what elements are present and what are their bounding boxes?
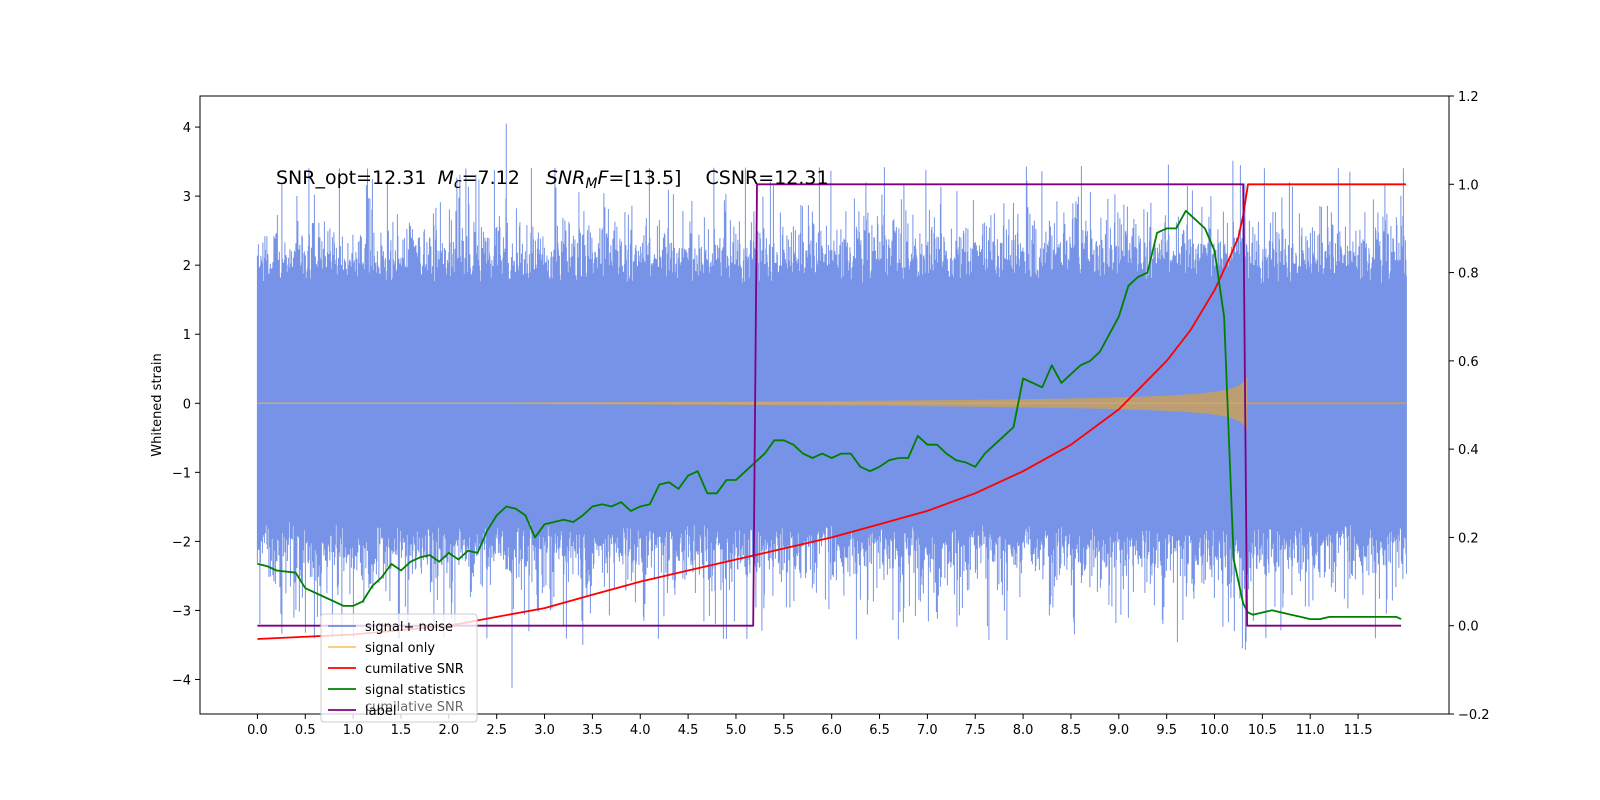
x-axis: 0.0 0.5 1.0 1.5 2.0 2.5 3.0 3.5 4.0 4.5 5.0 5.5 6.0 6… <box>247 714 1373 738</box>
annotation-snr-value: =[13.5] <box>608 167 681 189</box>
x-tick-label: 1.0 <box>343 723 364 738</box>
annotation-snr-opt: SNR_opt=12.31 <box>276 167 426 189</box>
legend-label: cumilative SNR <box>365 662 464 677</box>
annotation-mc-sub: c <box>454 176 462 192</box>
y2-tick-label: 0.6 <box>1458 355 1479 370</box>
annotation-mc-value: =7.12 <box>462 167 520 189</box>
series-line-3 <box>257 209 1402 620</box>
x-tick-label: 7.5 <box>965 723 986 738</box>
legend-label: signal statistics <box>365 683 466 698</box>
x-tick-label: 0.0 <box>247 723 268 738</box>
x-tick-label: 9.0 <box>1108 723 1129 738</box>
annotation-text: SNR_opt=12.31 Mc=7.12 SNRMF=[13.5] CSNR=… <box>276 167 829 192</box>
y-tick-label: −3 <box>172 604 191 619</box>
annotation-snr-symbol: SNR <box>546 167 585 189</box>
y-tick-label: 0 <box>183 397 191 412</box>
y2-tick-label: 0.4 <box>1458 443 1479 458</box>
y2-tick-label: −0.2 <box>1458 708 1490 723</box>
x-tick-label: 1.5 <box>391 723 412 738</box>
y-tick-label: 3 <box>183 190 191 205</box>
y2-tick-label: 0.0 <box>1458 620 1479 635</box>
x-tick-label: 2.5 <box>486 723 507 738</box>
legend-ghost-text: cumilative SNR <box>365 700 464 715</box>
x-tick-label: 6.5 <box>869 723 890 738</box>
x-tick-label: 3.0 <box>534 723 555 738</box>
legend-label: label <box>365 704 396 719</box>
x-tick-label: 11.5 <box>1344 723 1373 738</box>
annotation-snr-f: F <box>597 167 609 189</box>
x-tick-label: 5.0 <box>726 723 747 738</box>
signal-only-waveform <box>257 375 1406 431</box>
series-lines <box>257 183 1406 640</box>
y2-tick-label: 1.0 <box>1458 178 1479 193</box>
x-tick-label: 10.0 <box>1200 723 1229 738</box>
x-tick-label: 8.0 <box>1013 723 1034 738</box>
legend-label: signal+ noise <box>365 620 453 635</box>
x-tick-label: 4.0 <box>630 723 651 738</box>
x-tick-label: 6.0 <box>821 723 842 738</box>
y-axis-left: 4 3 2 1 0 −1 −2 −3 −4 <box>172 121 200 688</box>
x-tick-label: 10.5 <box>1248 723 1277 738</box>
y-tick-label: 2 <box>183 259 191 274</box>
legend-box <box>320 613 478 723</box>
y-axis-label: Whitened strain <box>150 353 165 456</box>
x-tick-label: 7.0 <box>917 723 938 738</box>
legend: cumilative SNR signal+ noise signal only c… <box>320 613 478 723</box>
y-tick-label: −4 <box>172 673 191 688</box>
x-tick-label: 3.5 <box>582 723 603 738</box>
x-tick-label: 9.5 <box>1156 723 1177 738</box>
y2-tick-label: 0.2 <box>1458 531 1479 546</box>
y2-tick-label: 0.8 <box>1458 267 1479 282</box>
y-tick-label: 1 <box>183 328 191 343</box>
x-tick-label: 2.0 <box>438 723 459 738</box>
legend-label: signal only <box>365 641 435 656</box>
series-line-4 <box>257 183 1402 627</box>
y-tick-label: 4 <box>183 121 191 136</box>
y-axis-right: 1.2 1.0 0.8 0.6 0.4 0.2 0.0 −0.2 <box>1449 90 1490 723</box>
x-tick-label: 4.5 <box>678 723 699 738</box>
x-tick-label: 5.5 <box>773 723 794 738</box>
plot-frame <box>199 95 1450 715</box>
series-line-2 <box>257 183 1406 640</box>
x-tick-label: 0.5 <box>295 723 316 738</box>
y2-tick-label: 1.2 <box>1458 90 1479 105</box>
annotation-csnr: CSNR=12.31 <box>706 167 829 189</box>
x-tick-label: 8.5 <box>1061 723 1082 738</box>
annotation-mc-symbol: M <box>437 167 453 189</box>
annotation-snr-sub: M <box>585 176 597 192</box>
x-tick-label: 11.0 <box>1296 723 1325 738</box>
y-tick-label: −1 <box>172 466 191 481</box>
y-tick-label: −2 <box>172 535 191 550</box>
